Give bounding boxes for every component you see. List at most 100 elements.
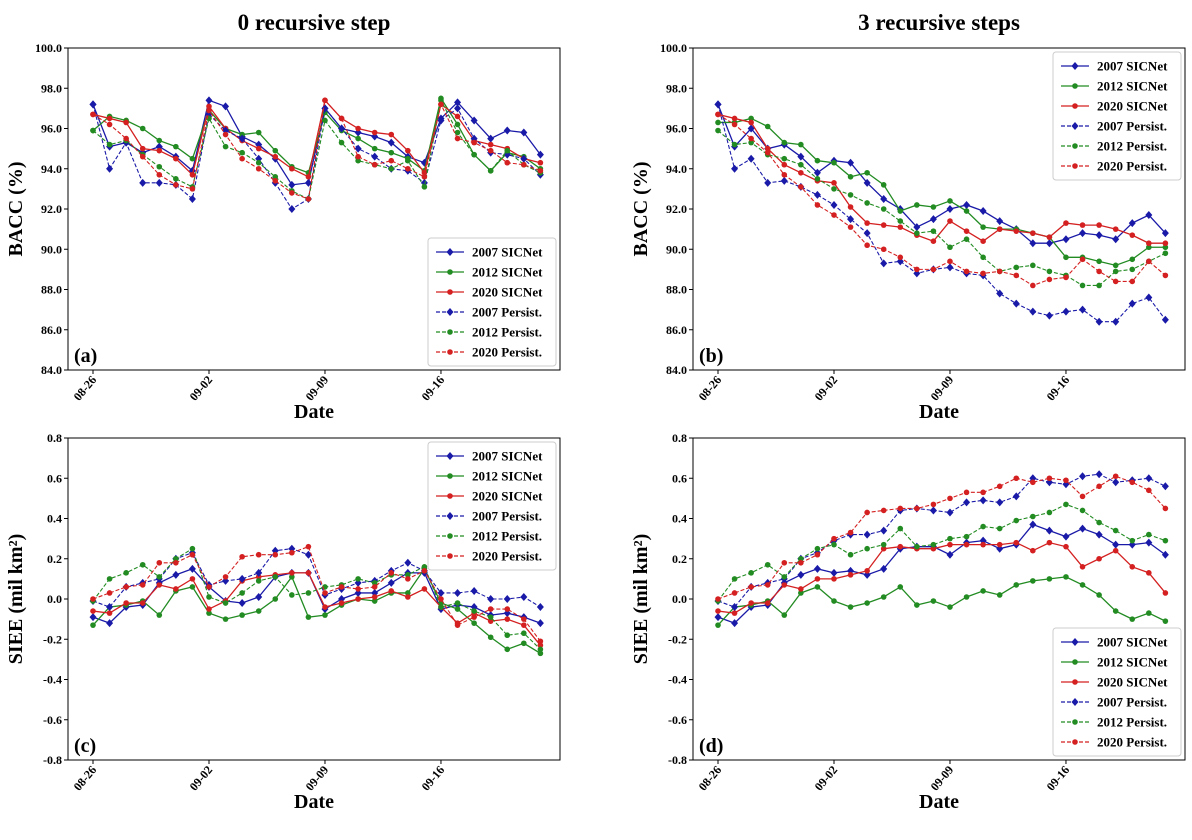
data-point	[1096, 555, 1102, 562]
data-point	[255, 159, 262, 166]
y-tick-label: 0.2	[47, 552, 62, 566]
data-point	[1162, 505, 1169, 512]
data-point	[289, 570, 295, 576]
legend-label: 2012 SICNet	[1097, 655, 1168, 670]
data-point	[1162, 244, 1169, 251]
data-point	[1112, 226, 1119, 232]
series-line	[717, 503, 1166, 602]
data-point	[156, 147, 163, 154]
data-point	[289, 592, 295, 598]
data-point	[980, 238, 986, 244]
data-point	[831, 186, 837, 192]
data-point	[781, 612, 788, 618]
data-point	[731, 619, 739, 628]
data-point	[487, 618, 494, 624]
data-point	[289, 190, 295, 196]
data-point	[847, 215, 855, 224]
data-point	[781, 139, 788, 146]
data-point	[1112, 268, 1119, 275]
legend-marker	[447, 269, 453, 275]
data-point	[1013, 582, 1020, 588]
y-tick-label: -0.2	[668, 632, 687, 646]
legend-marker	[1072, 103, 1078, 109]
data-point	[1096, 483, 1102, 490]
series-line	[92, 104, 541, 210]
data-point	[421, 174, 428, 180]
legend-label: 2012 Persist.	[472, 529, 542, 544]
y-tick-label: 90.0	[41, 242, 62, 256]
data-point	[206, 103, 212, 110]
data-point	[963, 594, 970, 600]
x-tick-label: 09-09	[928, 763, 957, 793]
data-point	[322, 97, 328, 104]
data-point	[929, 506, 937, 515]
data-point	[470, 116, 478, 125]
y-tick-label: 88.0	[41, 283, 62, 297]
data-point	[305, 543, 312, 550]
data-point	[963, 268, 970, 275]
data-point	[206, 594, 212, 600]
data-point	[305, 570, 312, 576]
data-point	[830, 200, 838, 209]
data-point	[205, 96, 213, 105]
data-point	[963, 228, 970, 234]
legend-label: 2012 Persist.	[472, 325, 542, 340]
data-point	[438, 596, 444, 602]
data-point	[764, 178, 772, 187]
data-point	[173, 559, 179, 566]
data-point	[764, 145, 771, 152]
data-point	[1129, 266, 1136, 273]
data-point	[156, 163, 163, 170]
data-point	[897, 543, 904, 550]
data-point	[748, 115, 754, 122]
legend-marker	[1072, 739, 1078, 745]
data-point	[1112, 317, 1120, 326]
x-tick-label: 09-16	[1044, 763, 1073, 793]
data-point	[139, 561, 146, 568]
data-point	[454, 600, 461, 606]
x-tick-label: 09-02	[187, 763, 216, 793]
data-point	[831, 180, 837, 186]
data-point	[748, 570, 754, 576]
data-point	[238, 599, 246, 608]
series-line	[92, 99, 541, 186]
data-point	[996, 483, 1003, 490]
data-point	[914, 602, 920, 608]
series-line	[92, 567, 541, 654]
data-point	[880, 526, 888, 535]
data-point	[355, 576, 361, 582]
data-point	[206, 584, 212, 590]
legend-marker	[1072, 143, 1078, 149]
data-point	[1146, 487, 1152, 494]
data-point	[996, 525, 1003, 532]
data-point	[1162, 590, 1169, 596]
data-point	[1063, 220, 1069, 226]
data-point	[1079, 256, 1086, 263]
data-point	[487, 634, 494, 641]
data-point	[947, 218, 953, 224]
data-point	[354, 144, 362, 153]
data-point	[963, 236, 970, 242]
series-line	[92, 96, 541, 174]
data-point	[830, 568, 838, 577]
data-point	[996, 268, 1003, 275]
data-point	[1062, 532, 1070, 541]
legend-label: 2012 Persist.	[1097, 139, 1167, 154]
data-point	[930, 228, 937, 234]
data-point	[1129, 278, 1136, 285]
data-point	[371, 152, 379, 161]
data-point	[1096, 282, 1102, 289]
data-point	[1046, 475, 1053, 482]
data-point	[487, 141, 494, 148]
series-line	[92, 548, 541, 608]
legend-marker	[1071, 638, 1079, 646]
data-point	[1013, 272, 1020, 279]
data-point	[847, 604, 854, 610]
data-point	[714, 100, 722, 109]
data-point	[106, 576, 113, 582]
legend-marker	[1071, 122, 1079, 130]
legend-label: 2007 Persist.	[472, 305, 542, 320]
x-tick-label: 08-26	[696, 373, 725, 403]
data-point	[798, 586, 804, 592]
legend-box	[427, 441, 557, 571]
